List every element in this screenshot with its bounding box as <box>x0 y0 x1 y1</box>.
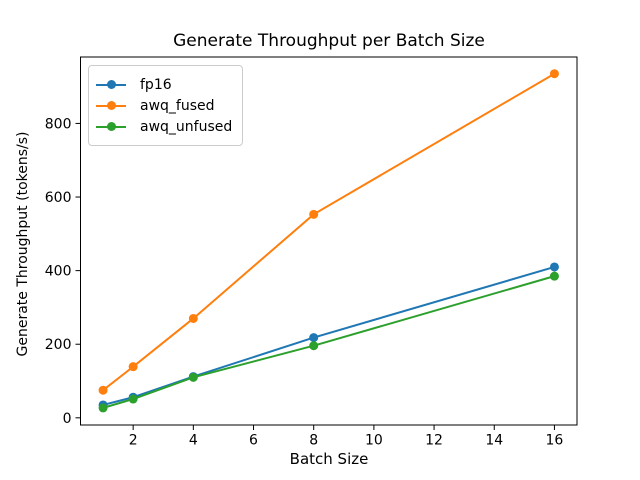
series-marker-awq_fused-4 <box>188 313 198 323</box>
x-tick-label: 8 <box>309 433 318 449</box>
plot-border <box>80 56 578 426</box>
series-marker-awq_unfused-4 <box>188 372 198 382</box>
series-marker-awq_fused-8 <box>309 209 319 219</box>
y-tick-label: 600 <box>45 190 72 206</box>
x-tick-label: 16 <box>546 433 564 449</box>
legend-item-awq_unfused: awq_unfused <box>96 116 232 137</box>
series-marker-awq_fused-16 <box>549 69 559 79</box>
legend: fp16 awq_fused awq_unfused <box>88 65 244 146</box>
chart-title: Generate Throughput per Batch Size <box>173 31 485 51</box>
series-marker-awq_unfused-8 <box>309 341 319 351</box>
legend-label: awq_unfused <box>140 118 233 135</box>
legend-line-marker-icon <box>96 122 126 131</box>
x-tick-label: 14 <box>485 433 503 449</box>
series-marker-fp16-8 <box>309 333 319 343</box>
legend-label: fp16 <box>140 76 172 93</box>
x-tick-label: 2 <box>129 433 138 449</box>
y-tick-label: 200 <box>45 337 72 353</box>
legend-item-awq_fused: awq_fused <box>96 95 232 116</box>
series-marker-awq_fused-1 <box>98 385 108 395</box>
y-tick-label: 400 <box>45 264 72 280</box>
x-tick-label: 6 <box>249 433 258 449</box>
series-marker-awq_unfused-1 <box>98 403 108 413</box>
x-tick-label: 12 <box>425 433 443 449</box>
x-tick-label: 4 <box>189 433 198 449</box>
legend-line-marker-icon <box>96 101 126 110</box>
y-tick-label: 800 <box>45 116 72 132</box>
legend-label: awq_fused <box>140 97 215 114</box>
legend-line-marker-icon <box>96 80 126 89</box>
series-marker-awq_fused-2 <box>128 362 138 372</box>
x-axis-label: Batch Size <box>289 450 369 468</box>
y-tick-label: 0 <box>63 411 72 427</box>
legend-item-fp16: fp16 <box>96 74 232 95</box>
series-marker-fp16-16 <box>549 262 559 272</box>
series-marker-awq_unfused-16 <box>549 271 559 281</box>
x-tick-label: 10 <box>365 433 383 449</box>
series-marker-awq_unfused-2 <box>128 394 138 404</box>
series-line-awq_unfused <box>102 275 556 409</box>
